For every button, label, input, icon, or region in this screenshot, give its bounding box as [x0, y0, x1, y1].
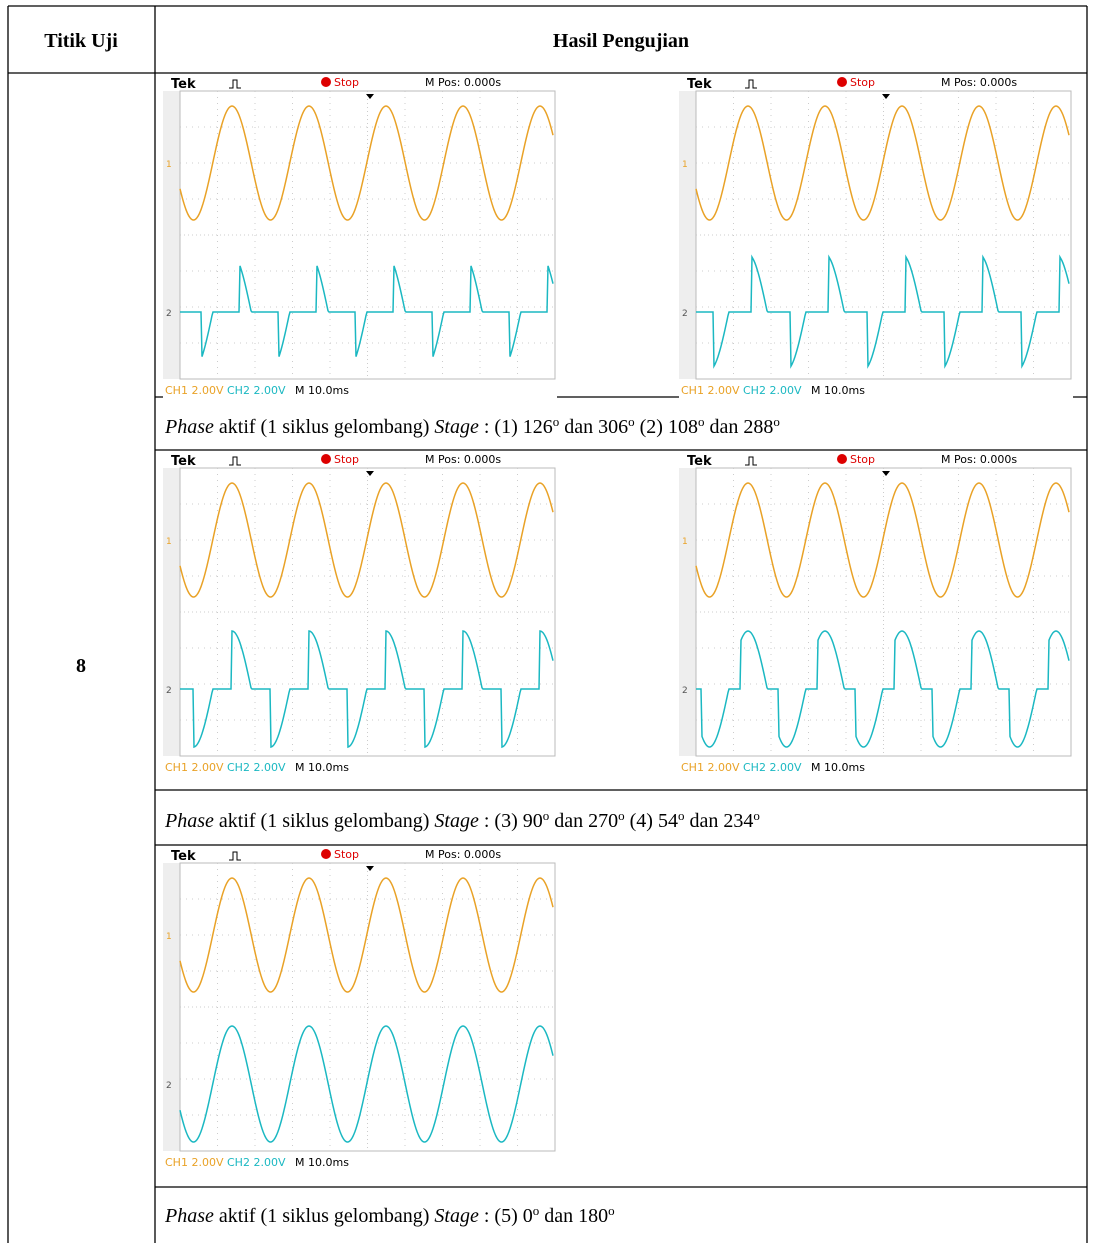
stop-dot [321, 849, 331, 859]
scope-state: Stop [850, 76, 875, 89]
ch1-marker: 1 [166, 160, 172, 170]
scope-brand: Tek [171, 454, 196, 469]
caption-run: Phase [164, 416, 214, 438]
stop-dot [321, 454, 331, 464]
caption-run: Phase [164, 810, 214, 832]
ch2-scale: CH2 2.00V [227, 761, 286, 774]
stop-dot [837, 454, 847, 464]
scope-brand: Tek [171, 77, 196, 92]
timebase: M 10.0ms [295, 384, 349, 397]
stop-dot [321, 77, 331, 87]
caption-run: dan 234 [684, 810, 753, 832]
caption-run: dan 180 [539, 1205, 608, 1227]
caption-run: aktif (1 siklus gelombang) [214, 810, 435, 832]
caption-run: Stage [434, 416, 479, 438]
page: Titik Uji Hasil Pengujian 8 Tek Stop M Pos… [0, 0, 1095, 1243]
timebase: M 10.0ms [295, 761, 349, 774]
scope-state: Stop [850, 453, 875, 466]
ch2-scale: CH2 2.00V [743, 761, 802, 774]
caption-run: aktif (1 siklus gelombang) [214, 416, 435, 438]
timebase: M 10.0ms [811, 384, 865, 397]
ch1-scale: CH1 2.00V [681, 761, 740, 774]
ch1-marker: 1 [682, 160, 688, 170]
scope-state: Stop [334, 453, 359, 466]
caption-run: : (1) 126 [479, 416, 553, 438]
caption-run: : (5) 0 [479, 1205, 533, 1227]
ch1-scale: CH1 2.00V [165, 1156, 224, 1169]
ch1-marker: 1 [166, 932, 172, 942]
scope-state: Stop [334, 848, 359, 861]
caption-run: Stage [434, 810, 479, 832]
caption-run: o [608, 1203, 615, 1218]
graticule-strip [163, 468, 180, 756]
scope-mpos: M Pos: 0.000s [941, 453, 1017, 466]
scope-mpos: M Pos: 0.000s [425, 848, 501, 861]
caption-run: aktif (1 siklus gelombang) [214, 1205, 435, 1227]
caption-run: dan 306 [559, 416, 628, 438]
header-cell: Titik Uji [44, 30, 118, 52]
ch1-marker: 1 [682, 537, 688, 547]
caption-run: Phase [164, 1205, 214, 1227]
ch1-marker: 1 [166, 537, 172, 547]
scope-brand: Tek [687, 77, 712, 92]
ch1-scale: CH1 2.00V [681, 384, 740, 397]
timebase: M 10.0ms [295, 1156, 349, 1169]
caption-run: o [753, 808, 760, 823]
scope-state: Stop [334, 76, 359, 89]
row-label: 8 [76, 655, 86, 677]
caption-run: o [773, 414, 780, 429]
stop-dot [837, 77, 847, 87]
scope-brand: Tek [171, 849, 196, 864]
caption: Phase aktif (1 siklus gelombang) Stage :… [164, 1203, 615, 1228]
graticule-strip [163, 91, 180, 379]
ch2-marker: 2 [166, 1081, 172, 1091]
ch2-marker: 2 [682, 309, 688, 319]
scope-brand: Tek [687, 454, 712, 469]
caption-run: dan 270 [549, 810, 618, 832]
timebase: M 10.0ms [811, 761, 865, 774]
scope-mpos: M Pos: 0.000s [941, 76, 1017, 89]
scope-mpos: M Pos: 0.000s [425, 453, 501, 466]
graticule-strip [679, 91, 696, 379]
caption: Phase aktif (1 siklus gelombang) Stage :… [164, 414, 780, 439]
caption: Phase aktif (1 siklus gelombang) Stage :… [164, 808, 760, 833]
ch2-scale: CH2 2.00V [227, 384, 286, 397]
ch1-scale: CH1 2.00V [165, 761, 224, 774]
scope-mpos: M Pos: 0.000s [425, 76, 501, 89]
ch2-marker: 2 [166, 686, 172, 696]
caption-run: dan 288 [704, 416, 773, 438]
caption-run: (2) 108 [635, 416, 698, 438]
ch1-scale: CH1 2.00V [165, 384, 224, 397]
ch2-scale: CH2 2.00V [227, 1156, 286, 1169]
ch2-marker: 2 [166, 309, 172, 319]
caption-run: Stage [434, 1205, 479, 1227]
graticule-strip [679, 468, 696, 756]
caption-run: : (3) 90 [479, 810, 543, 832]
graticule-strip [163, 863, 180, 1151]
header-cell: Hasil Pengujian [553, 30, 689, 52]
caption-run: (4) 54 [625, 810, 678, 832]
ch2-marker: 2 [682, 686, 688, 696]
ch2-scale: CH2 2.00V [743, 384, 802, 397]
